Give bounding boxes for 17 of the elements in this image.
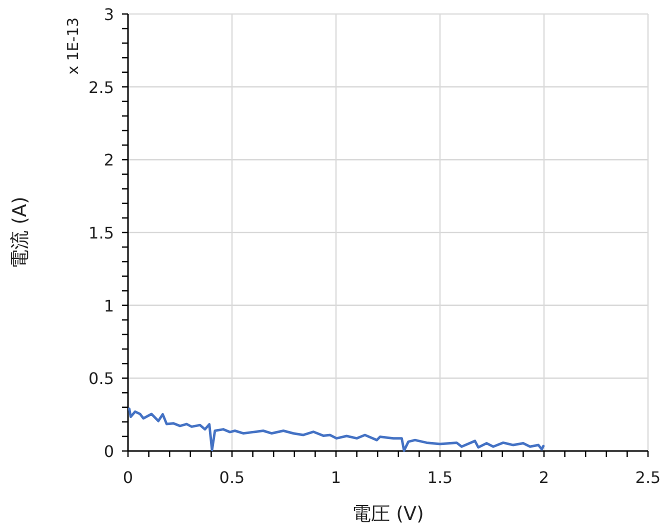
x-tick-label: 1 — [330, 468, 342, 487]
y-tick-label: 0 — [104, 442, 114, 461]
x-tick-label: 0.5 — [219, 468, 245, 487]
x-axis-title: 電圧 (V) — [352, 503, 424, 525]
y-tick-label: 1 — [104, 296, 114, 316]
y-tick-label: 2 — [104, 150, 114, 170]
text: x 1E-13 — [64, 17, 82, 75]
line-series — [128, 408, 545, 452]
x-tick-label: 1.5 — [427, 468, 453, 487]
y-axis-title: 電流 (A) — [9, 196, 31, 268]
x-tick-label: 2 — [538, 468, 550, 487]
y-tick-label: 1.5 — [88, 224, 114, 242]
y-tick-label: 0.5 — [88, 369, 114, 388]
y-tick-label: 2.5 — [88, 78, 114, 97]
x-tick-label: 0 — [122, 468, 134, 487]
x-tick-label: 2.5 — [635, 468, 660, 487]
y-tick-label: 3 — [104, 5, 114, 24]
